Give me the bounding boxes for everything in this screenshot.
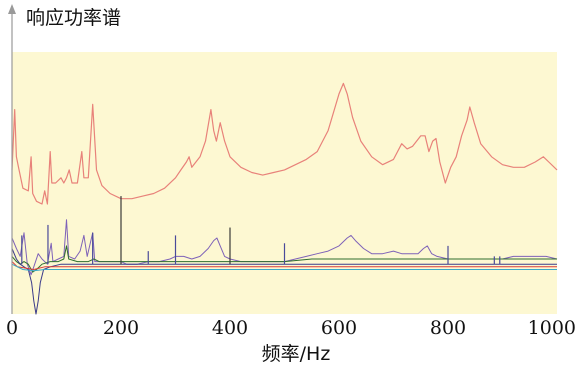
series-line-6 xyxy=(11,263,557,272)
series-line-5 xyxy=(11,261,557,270)
series-line-2 xyxy=(11,219,558,276)
x-tick-labels: 0 200 400 600 800 1000 xyxy=(6,317,576,339)
y-axis-title: 响应功率谱 xyxy=(26,7,121,29)
series-layer xyxy=(11,82,558,315)
x-tick-label: 800 xyxy=(430,317,466,339)
spike-layer xyxy=(21,196,501,265)
x-axis-title: 频率/Hz xyxy=(262,343,331,365)
y-axis-arrow-icon xyxy=(8,4,16,14)
x-tick-label: 400 xyxy=(212,317,248,339)
plot-background xyxy=(12,52,557,314)
x-tick-label: 200 xyxy=(103,317,139,339)
x-tick-label: 600 xyxy=(321,317,357,339)
series-line-1 xyxy=(11,82,558,205)
x-tick-label: 0 xyxy=(6,317,18,339)
x-tick-label: 1000 xyxy=(528,317,576,339)
